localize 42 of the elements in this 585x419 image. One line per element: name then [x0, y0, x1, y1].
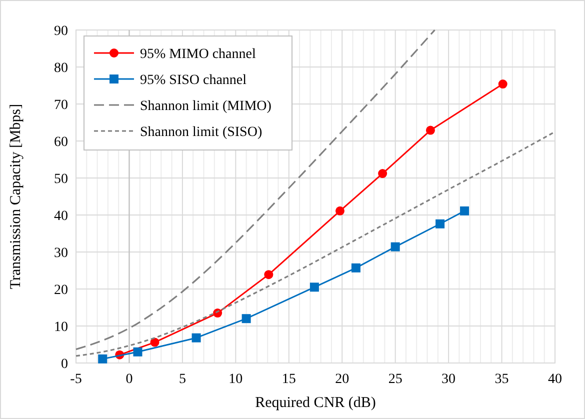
point: [242, 314, 251, 324]
point: [133, 347, 142, 356]
legend-label: Shannon limit (MIMO): [140, 99, 272, 114]
point: [378, 169, 388, 178]
x-tick-label: 10: [228, 372, 243, 387]
y-tick-label: 50: [54, 172, 68, 187]
y-tick-label: 10: [54, 320, 68, 335]
x-tick-label: 20: [335, 372, 350, 387]
point: [460, 206, 470, 216]
point: [335, 206, 344, 216]
line-series: [75, 29, 436, 350]
y-tick-label: 40: [54, 209, 68, 224]
point: [498, 80, 508, 89]
x-tick-label: 30: [442, 372, 456, 387]
point: [351, 263, 360, 272]
legend-label: 95% SISO channel: [140, 73, 247, 88]
point: [192, 333, 201, 342]
point: [426, 126, 435, 135]
y-axis-title: Transmission Capacity [Mbps]: [8, 104, 24, 290]
x-tick-label: 0: [126, 372, 133, 387]
y-tick-label: 70: [54, 98, 68, 113]
y-tick-label: 0: [61, 357, 68, 372]
legend-label: Shannon limit (SISO): [140, 125, 262, 140]
point: [98, 354, 108, 364]
y-tick-label: 30: [54, 246, 68, 261]
point: [436, 219, 445, 228]
point: [310, 282, 319, 292]
x-tick-label: 40: [548, 372, 562, 387]
point: [264, 270, 274, 280]
x-tick-label: 25: [388, 372, 402, 387]
x-tick-label: 5: [178, 372, 186, 387]
y-tick-label: 20: [54, 283, 68, 298]
x-tick-label: -5: [70, 372, 82, 387]
legend-label: 95% MIMO channel: [140, 47, 256, 62]
point: [390, 242, 400, 252]
y-tick-label: 90: [54, 24, 68, 39]
point: [150, 338, 160, 347]
y-tick-label: 60: [54, 135, 68, 150]
y-tick-label: 80: [54, 61, 68, 76]
x-tick-label: 35: [494, 372, 509, 387]
x-tick-label: 15: [282, 372, 296, 387]
x-axis-title: Required CNR (dB): [255, 395, 376, 411]
